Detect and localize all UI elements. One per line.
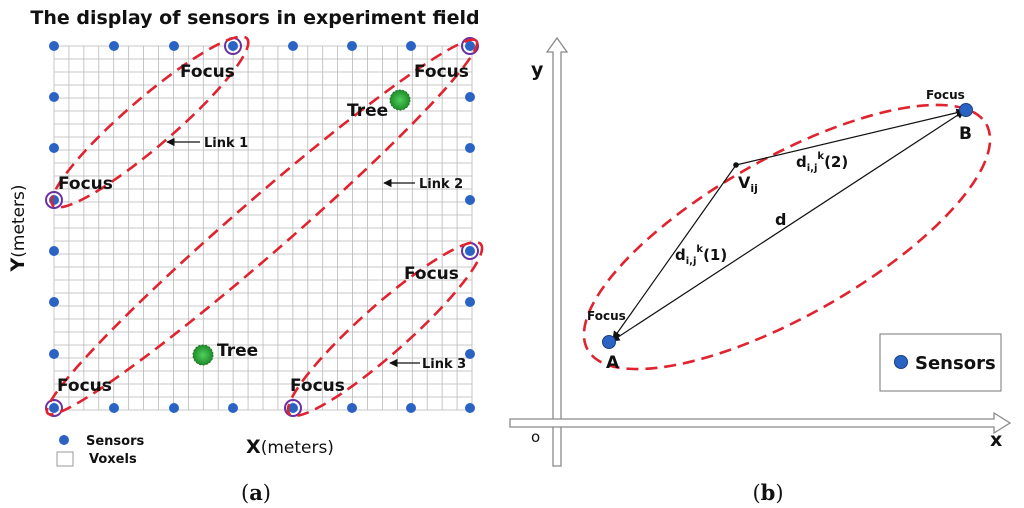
link-1-label: Link 1	[204, 136, 248, 151]
panel-b-legend-sensor-icon	[894, 355, 908, 369]
panel-a-y-axis-label: Y(meters)	[7, 184, 29, 272]
link-2-ellipse	[45, 38, 479, 416]
focus-ring-3	[461, 37, 479, 55]
panel-b-y-axis	[545, 36, 569, 467]
sensor-dot	[228, 403, 238, 413]
panel-b-x-label: x	[990, 429, 1002, 451]
sensor-dot	[49, 349, 59, 359]
vector-v-to-b	[735, 108, 965, 166]
point-a-label: A	[606, 353, 620, 373]
sensor-a	[602, 335, 616, 349]
link-1-ellipse	[50, 35, 250, 209]
sensor-dot	[49, 297, 59, 307]
tree-icon-2	[192, 344, 214, 366]
sensor-dot	[228, 41, 238, 51]
sensor-dot	[465, 403, 475, 413]
focus-label-6: Focus	[290, 376, 345, 396]
focus-label-b: Focus	[926, 88, 965, 102]
focus-label-a: Focus	[587, 309, 626, 323]
sensor-dot	[109, 41, 119, 51]
panel-b-x-axis	[509, 411, 1012, 435]
sensor-dot	[169, 41, 179, 51]
sensor-dot	[109, 403, 119, 413]
sensor-dot	[288, 41, 298, 51]
panel-a: The display of sensors in experiment fie…	[7, 7, 484, 505]
sensor-dot	[49, 403, 59, 413]
focus-label-2: Focus	[414, 62, 469, 82]
legend-voxels-label: Voxels	[89, 452, 137, 467]
point-b-label: B	[959, 124, 972, 144]
panel-a-title: The display of sensors in experiment fie…	[30, 7, 479, 29]
panel-b: y x o Focus B Focus A Vij d di,jk(2) di,…	[509, 36, 1012, 505]
legend-voxel-icon	[56, 451, 74, 467]
link-3-ellipse	[286, 240, 484, 418]
focus-label-3: Focus	[58, 174, 113, 194]
sensor-dot	[288, 403, 298, 413]
sensor-dot	[465, 349, 475, 359]
panel-b-legend-label: Sensors	[915, 353, 996, 374]
link-2-label: Link 2	[419, 177, 463, 192]
focus-ring-4	[45, 399, 63, 417]
tree-label-2: Tree	[217, 341, 258, 361]
v-ij-label: Vij	[738, 173, 758, 195]
sensor-dot	[465, 297, 475, 307]
sensor-dot	[465, 195, 475, 205]
sensor-dot	[465, 143, 475, 153]
panel-b-y-label: y	[531, 59, 544, 81]
d2-label: di,jk(2)	[796, 151, 848, 174]
panel-b-origin-label: o	[531, 428, 540, 446]
sensor-b	[959, 103, 973, 117]
focus-label-5: Focus	[57, 376, 112, 396]
tree-label-1: Tree	[347, 101, 388, 121]
focus-label-4: Focus	[404, 264, 459, 284]
d-label: d	[775, 210, 786, 229]
legend-sensor-icon	[59, 435, 69, 445]
sensor-dot	[406, 403, 416, 413]
link-3-label: Link 3	[422, 357, 466, 372]
sensor-dot	[465, 41, 475, 51]
sensor-dot	[465, 92, 475, 102]
focus-label-1: Focus	[180, 62, 235, 82]
sensor-dot	[49, 143, 59, 153]
d1-label: di,jk(1)	[675, 244, 727, 267]
sensor-dot	[49, 41, 59, 51]
focus-ring-2	[45, 191, 63, 209]
panel-b-caption: (b)	[752, 480, 783, 505]
sensor-layer	[49, 41, 475, 413]
point-v	[733, 162, 739, 168]
sensor-dot	[465, 246, 475, 256]
sensor-dot	[406, 41, 416, 51]
panel-a-x-axis-label: X(meters)	[246, 436, 334, 458]
sensor-dot	[169, 403, 179, 413]
legend-sensors-label: Sensors	[86, 434, 145, 449]
sensor-dot	[49, 92, 59, 102]
vector-a-to-b	[611, 110, 965, 342]
tree-icon-1	[389, 89, 411, 111]
sensor-dot	[347, 41, 357, 51]
sensor-dot	[347, 403, 357, 413]
sensor-dot	[49, 246, 59, 256]
focus-ring-6	[284, 399, 302, 417]
panel-a-caption: (a)	[241, 480, 271, 505]
